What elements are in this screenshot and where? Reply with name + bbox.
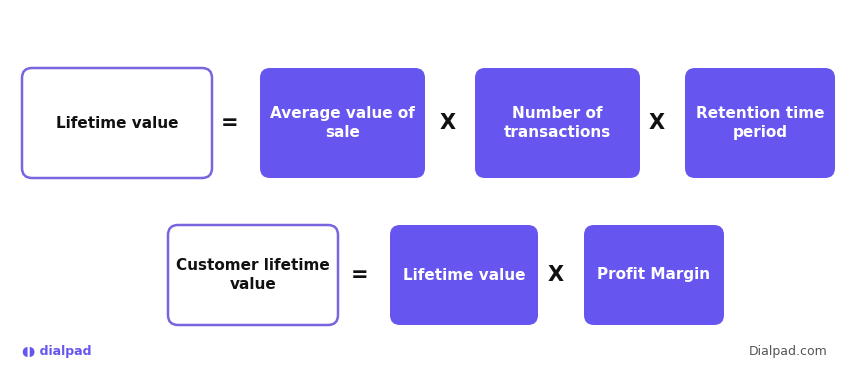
FancyBboxPatch shape bbox=[475, 68, 640, 178]
FancyBboxPatch shape bbox=[22, 68, 212, 178]
FancyBboxPatch shape bbox=[260, 68, 425, 178]
FancyBboxPatch shape bbox=[685, 68, 835, 178]
Text: X: X bbox=[548, 265, 564, 285]
Text: Number of
transactions: Number of transactions bbox=[504, 105, 611, 140]
Text: Average value of
sale: Average value of sale bbox=[270, 105, 415, 140]
Text: Customer lifetime
value: Customer lifetime value bbox=[176, 257, 330, 293]
Text: ◖◗ dialpad: ◖◗ dialpad bbox=[22, 345, 92, 358]
Text: X: X bbox=[649, 113, 665, 133]
Text: Lifetime value: Lifetime value bbox=[56, 116, 178, 130]
Text: Profit Margin: Profit Margin bbox=[598, 268, 711, 282]
Text: X: X bbox=[440, 113, 456, 133]
FancyBboxPatch shape bbox=[168, 225, 338, 325]
FancyBboxPatch shape bbox=[390, 225, 538, 325]
FancyBboxPatch shape bbox=[584, 225, 724, 325]
Text: =: = bbox=[221, 113, 239, 133]
Text: =: = bbox=[351, 265, 369, 285]
Text: Retention time
period: Retention time period bbox=[696, 105, 824, 140]
Text: Dialpad.com: Dialpad.com bbox=[749, 345, 828, 358]
Text: Lifetime value: Lifetime value bbox=[403, 268, 525, 282]
